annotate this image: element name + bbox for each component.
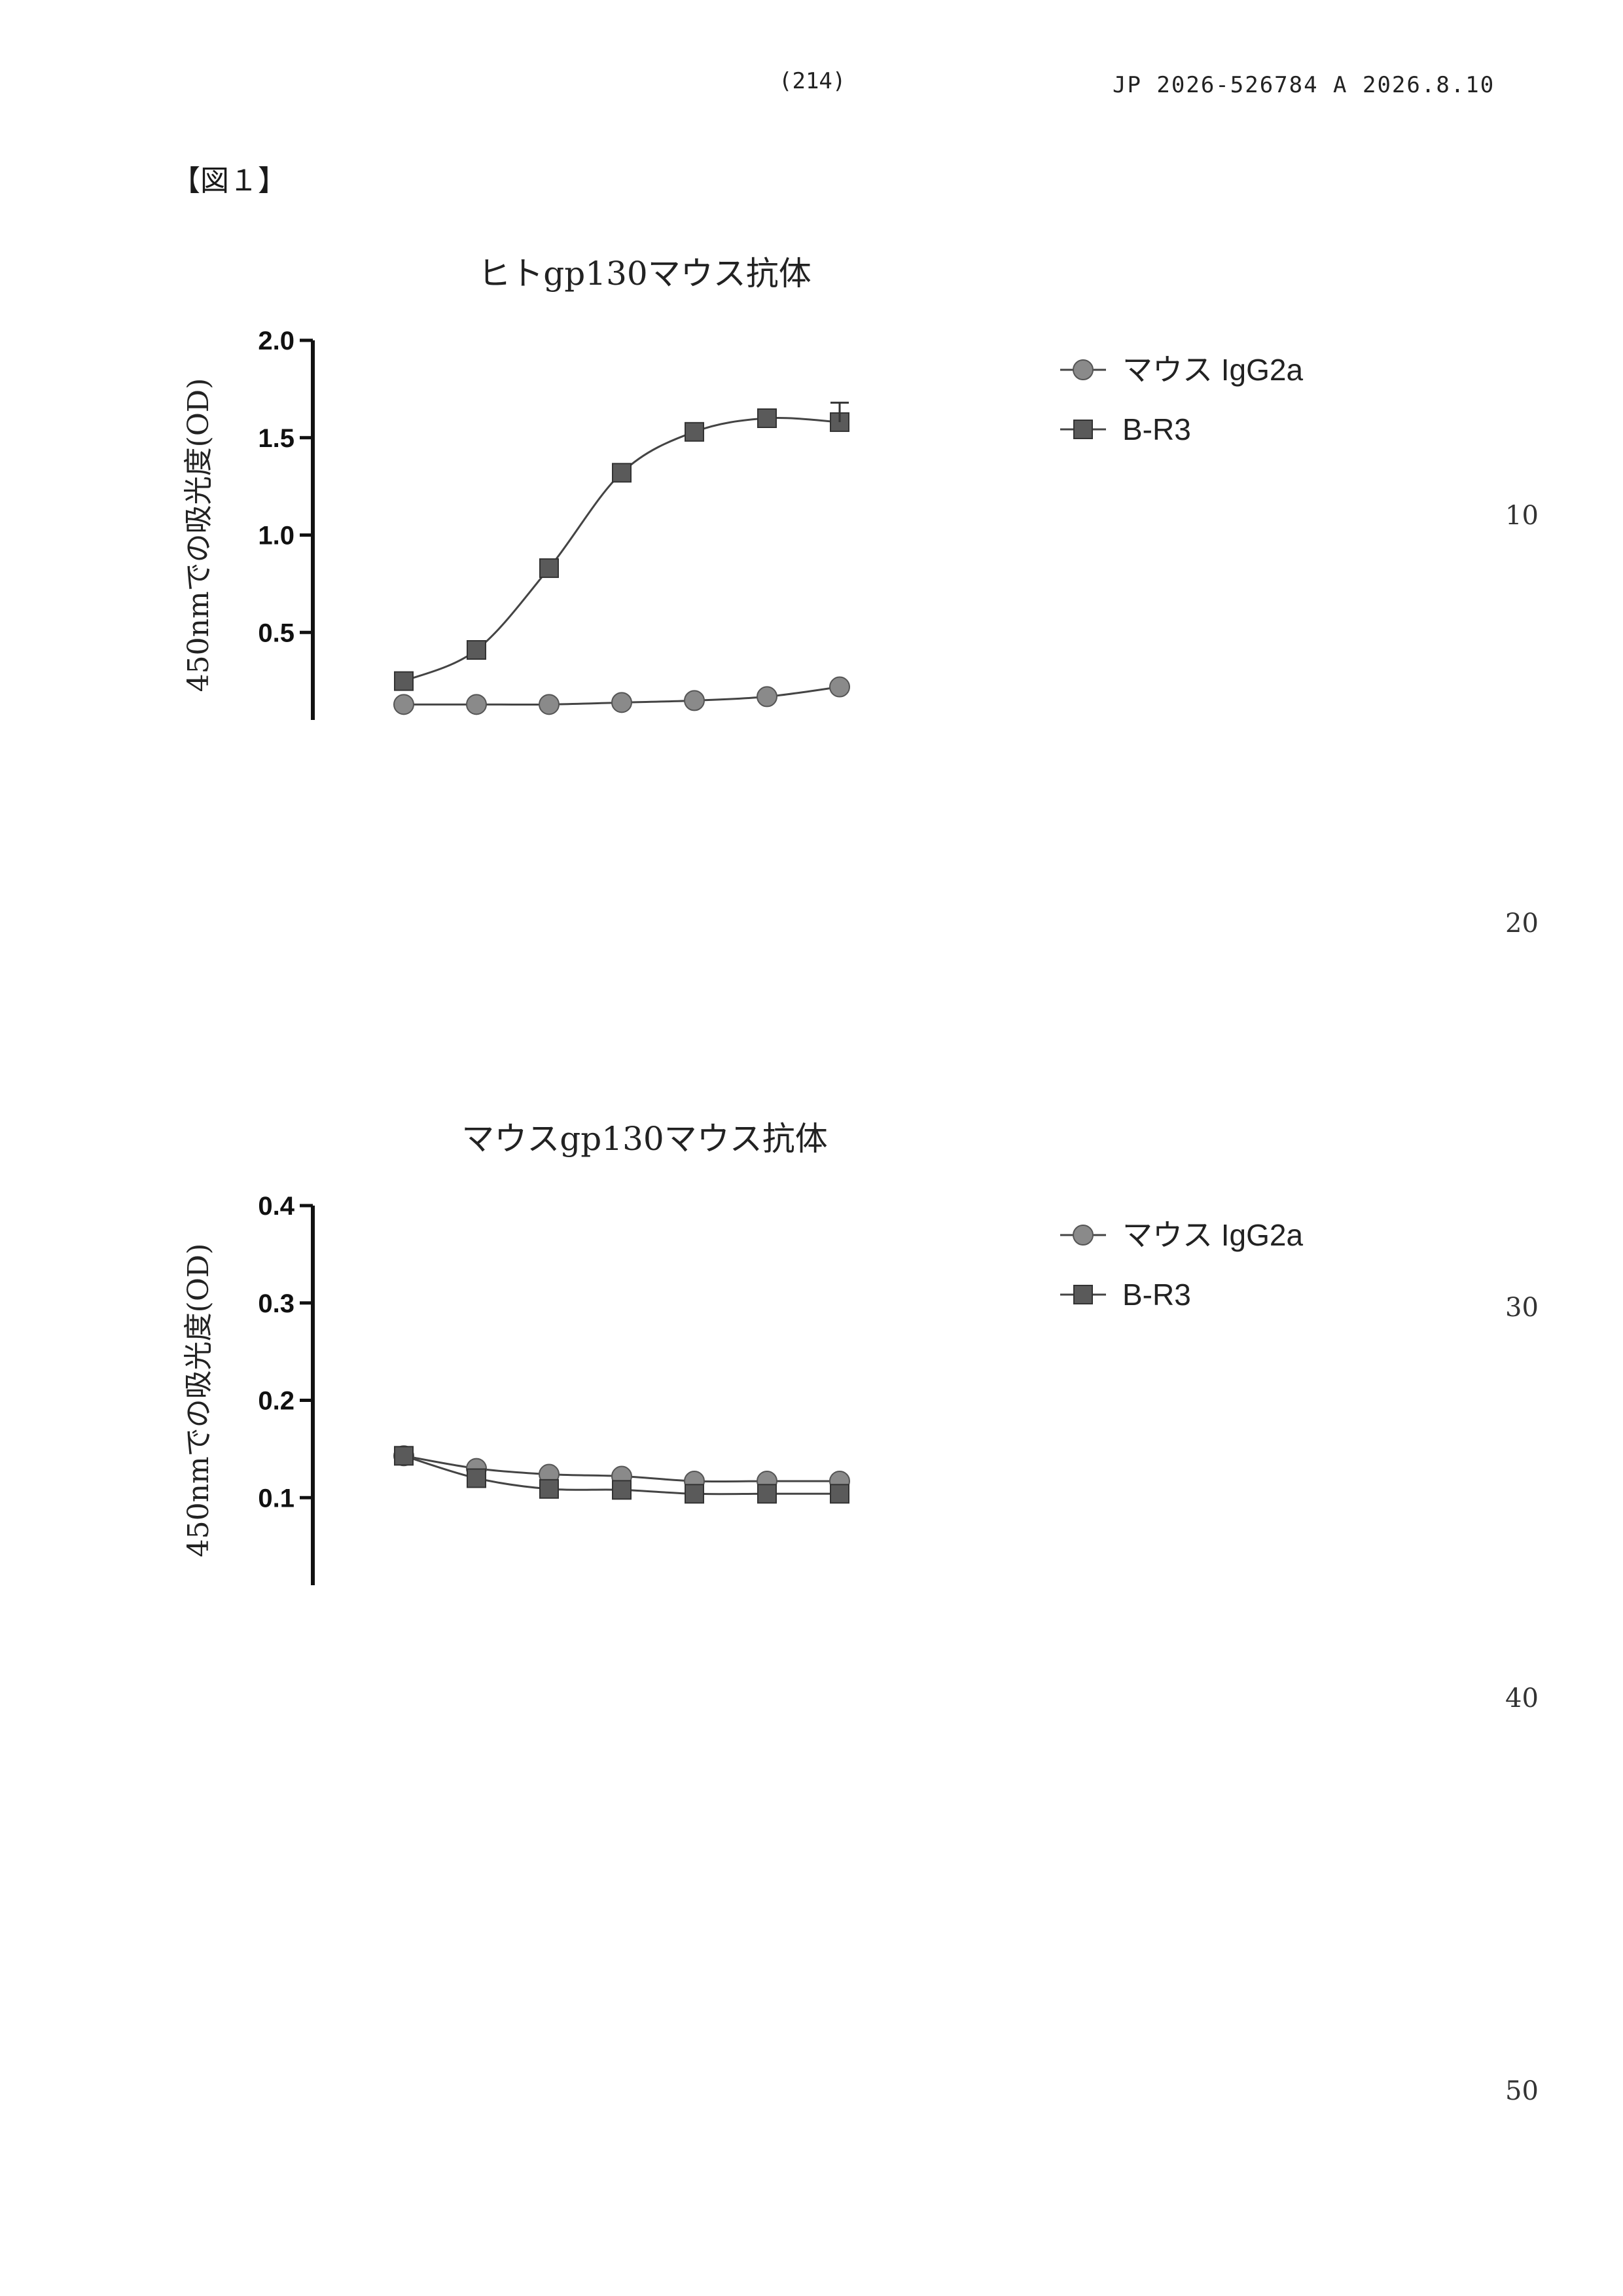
data-point-igg2a: [467, 694, 486, 714]
legend-label: B-R3: [1122, 1278, 1191, 1312]
y-tick-label: 0.2: [258, 1387, 294, 1416]
data-point-br3: [613, 463, 631, 482]
y-tick-label: 1.5: [258, 424, 294, 453]
data-point-br3: [395, 1446, 413, 1465]
line-number: 40: [1505, 1683, 1539, 1713]
y-tick-label: 0.0: [258, 1581, 294, 1585]
data-point-br3: [685, 1484, 704, 1503]
chart-title: ヒトgp130マウス抗体: [478, 255, 811, 293]
y-tick-label: 0.4: [258, 1192, 294, 1221]
data-point-br3: [830, 1484, 849, 1503]
data-point-br3: [395, 672, 413, 691]
legend-label: マウス IgG2a: [1122, 1218, 1304, 1252]
legend-marker-square: [1074, 1285, 1092, 1304]
data-point-igg2a: [539, 694, 559, 714]
y-tick-label: 0.5: [258, 619, 294, 647]
data-point-br3: [467, 641, 486, 659]
y-tick-label: 0.3: [258, 1289, 294, 1318]
data-point-igg2a: [394, 694, 414, 714]
legend-marker-circle: [1073, 1225, 1093, 1245]
y-axis-label: 450nmでの吸光度(OD): [182, 378, 215, 692]
chart-title: マウスgp130マウス抗体: [461, 1120, 827, 1158]
data-point-igg2a: [685, 691, 704, 710]
data-point-igg2a: [757, 687, 777, 706]
legend-label: B-R3: [1122, 412, 1191, 446]
y-tick-label: 1.0: [258, 522, 294, 550]
data-point-br3: [467, 1469, 486, 1488]
chart-a: ヒトgp130マウス抗体0.00.51.01.52.0-3-2-1012450n…: [0, 0, 1623, 720]
data-point-br3: [758, 1484, 776, 1503]
data-point-igg2a: [830, 677, 849, 697]
data-point-br3: [685, 423, 704, 441]
data-point-br3: [540, 559, 558, 577]
y-tick-label: 0.0: [258, 716, 294, 720]
legend-label: マウス IgG2a: [1122, 353, 1304, 387]
line-number: 50: [1505, 2076, 1539, 2106]
data-point-br3: [613, 1480, 631, 1499]
legend-marker-square: [1074, 420, 1092, 439]
data-point-igg2a: [612, 692, 632, 712]
y-tick-label: 0.1: [258, 1484, 294, 1513]
y-axis-label: 450nmでの吸光度(OD): [182, 1244, 215, 1558]
legend-marker-circle: [1073, 360, 1093, 380]
data-point-br3: [540, 1480, 558, 1498]
data-point-br3: [758, 409, 776, 427]
chart-b: マウスgp130マウス抗体0.00.10.20.30.4-3-2-1012450…: [0, 865, 1623, 1585]
y-tick-label: 2.0: [258, 327, 294, 355]
